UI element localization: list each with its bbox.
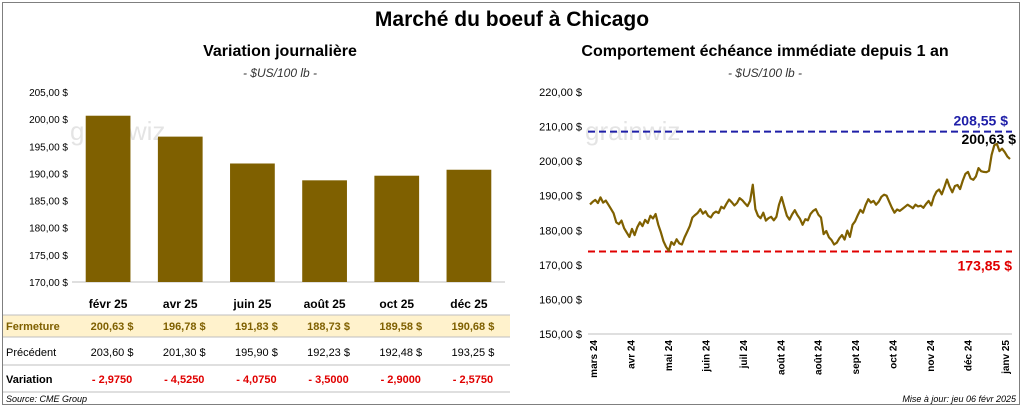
update-note: Mise à jour: jeu 06 févr 2025 bbox=[902, 394, 1016, 404]
table-cell-fermeture: 200,63 $ bbox=[91, 321, 134, 333]
source-note: Source: CME Group bbox=[6, 394, 88, 404]
bar bbox=[157, 136, 203, 282]
table-cell-precedent: 195,90 $ bbox=[235, 347, 278, 359]
price-series-line bbox=[589, 142, 1011, 252]
line-x-label: avr 24 bbox=[626, 340, 637, 369]
table-cell-precedent: 201,30 $ bbox=[163, 347, 206, 359]
data-table: Fermeture Précédent Variation 200,63 $ 19… bbox=[3, 314, 510, 393]
line-x-label: juil 24 bbox=[739, 340, 750, 370]
line-x-label: juin 24 bbox=[701, 340, 712, 373]
bar-chart: grainwiz 170,00 $175,00 $180,00 $185,00 … bbox=[29, 88, 505, 311]
bar-y-tick-label: 195,00 $ bbox=[29, 142, 68, 153]
table-cell-precedent: 192,23 $ bbox=[307, 347, 350, 359]
min-value-label: 173,85 $ bbox=[958, 258, 1013, 274]
chart-frame bbox=[2, 2, 1020, 405]
table-cell-fermeture: 191,83 $ bbox=[235, 321, 278, 333]
left-chart-unit: - $US/100 lb - bbox=[242, 66, 318, 80]
line-y-tick-label: 160,00 $ bbox=[539, 294, 582, 306]
row-label-variation: Variation bbox=[6, 374, 53, 386]
table-cell-fermeture: 196,78 $ bbox=[163, 321, 206, 333]
line-x-label: sept 24 bbox=[851, 340, 862, 375]
table-cell-fermeture: 190,68 $ bbox=[452, 321, 495, 333]
line-x-label: mai 24 bbox=[664, 340, 675, 372]
bar-x-label: avr 25 bbox=[163, 297, 198, 311]
line-x-label: août 24 bbox=[776, 340, 787, 375]
main-title: Marché du boeuf à Chicago bbox=[374, 8, 650, 31]
bar bbox=[85, 115, 131, 282]
table-cell-variation: - 3,5000 bbox=[308, 374, 348, 386]
table-cell-variation: - 2,9000 bbox=[381, 374, 421, 386]
bar-x-label: déc 25 bbox=[450, 297, 488, 311]
bar-y-tick-label: 175,00 $ bbox=[29, 251, 68, 262]
bar-y-tick-label: 170,00 $ bbox=[29, 278, 68, 289]
line-y-tick-label: 150,00 $ bbox=[539, 329, 582, 341]
line-x-label: déc 24 bbox=[964, 340, 975, 372]
bar bbox=[302, 180, 347, 282]
line-y-tick-label: 200,00 $ bbox=[539, 156, 582, 168]
line-x-label: août 24 bbox=[814, 340, 825, 375]
table-cell-variation: - 4,0750 bbox=[236, 374, 276, 386]
right-chart-unit: - $US/100 lb - bbox=[727, 66, 803, 80]
row-label-fermeture: Fermeture bbox=[6, 321, 60, 333]
bar-y-tick-label: 205,00 $ bbox=[29, 88, 68, 99]
bar-y-tick-label: 200,00 $ bbox=[29, 115, 68, 126]
line-y-tick-label: 180,00 $ bbox=[539, 225, 582, 237]
bar-y-tick-label: 180,00 $ bbox=[29, 224, 68, 235]
bar bbox=[230, 163, 275, 282]
line-x-label: oct 24 bbox=[889, 340, 900, 369]
bar bbox=[446, 169, 492, 282]
row-label-precedent: Précédent bbox=[6, 347, 56, 359]
line-y-tick-label: 190,00 $ bbox=[539, 191, 582, 203]
line-y-tick-label: 210,00 $ bbox=[539, 122, 582, 134]
line-y-tick-label: 220,00 $ bbox=[539, 87, 582, 99]
bar-x-label: juin 25 bbox=[232, 297, 271, 311]
table-cell-variation: - 2,5750 bbox=[453, 374, 493, 386]
table-cell-precedent: 193,25 $ bbox=[452, 347, 495, 359]
bar-x-label: août 25 bbox=[304, 297, 346, 311]
left-chart-title: Variation journalière bbox=[203, 43, 357, 60]
bar-y-tick-label: 185,00 $ bbox=[29, 197, 68, 208]
table-cell-fermeture: 189,58 $ bbox=[379, 321, 422, 333]
table-cell-fermeture: 188,73 $ bbox=[307, 321, 350, 333]
table-cell-variation: - 4,5250 bbox=[164, 374, 204, 386]
bar bbox=[374, 175, 420, 282]
line-x-label: mars 24 bbox=[589, 340, 600, 378]
table-cell-variation: - 2,9750 bbox=[92, 374, 132, 386]
table-cell-precedent: 192,48 $ bbox=[379, 347, 422, 359]
line-x-label: janv 25 bbox=[1001, 340, 1012, 375]
fermeture-row-bg bbox=[3, 315, 510, 337]
bar-y-tick-label: 190,00 $ bbox=[29, 169, 68, 180]
right-chart-title: Comportement échéance immédiate depuis 1… bbox=[581, 43, 949, 60]
bar-x-label: oct 25 bbox=[379, 297, 414, 311]
line-x-label: nov 24 bbox=[926, 340, 937, 372]
bar-x-label: févr 25 bbox=[89, 297, 128, 311]
max-value-label: 208,55 $ bbox=[954, 113, 1009, 129]
line-y-tick-label: 170,00 $ bbox=[539, 260, 582, 272]
table-cell-precedent: 203,60 $ bbox=[91, 347, 134, 359]
last-value-label: 200,63 $ bbox=[962, 131, 1017, 147]
